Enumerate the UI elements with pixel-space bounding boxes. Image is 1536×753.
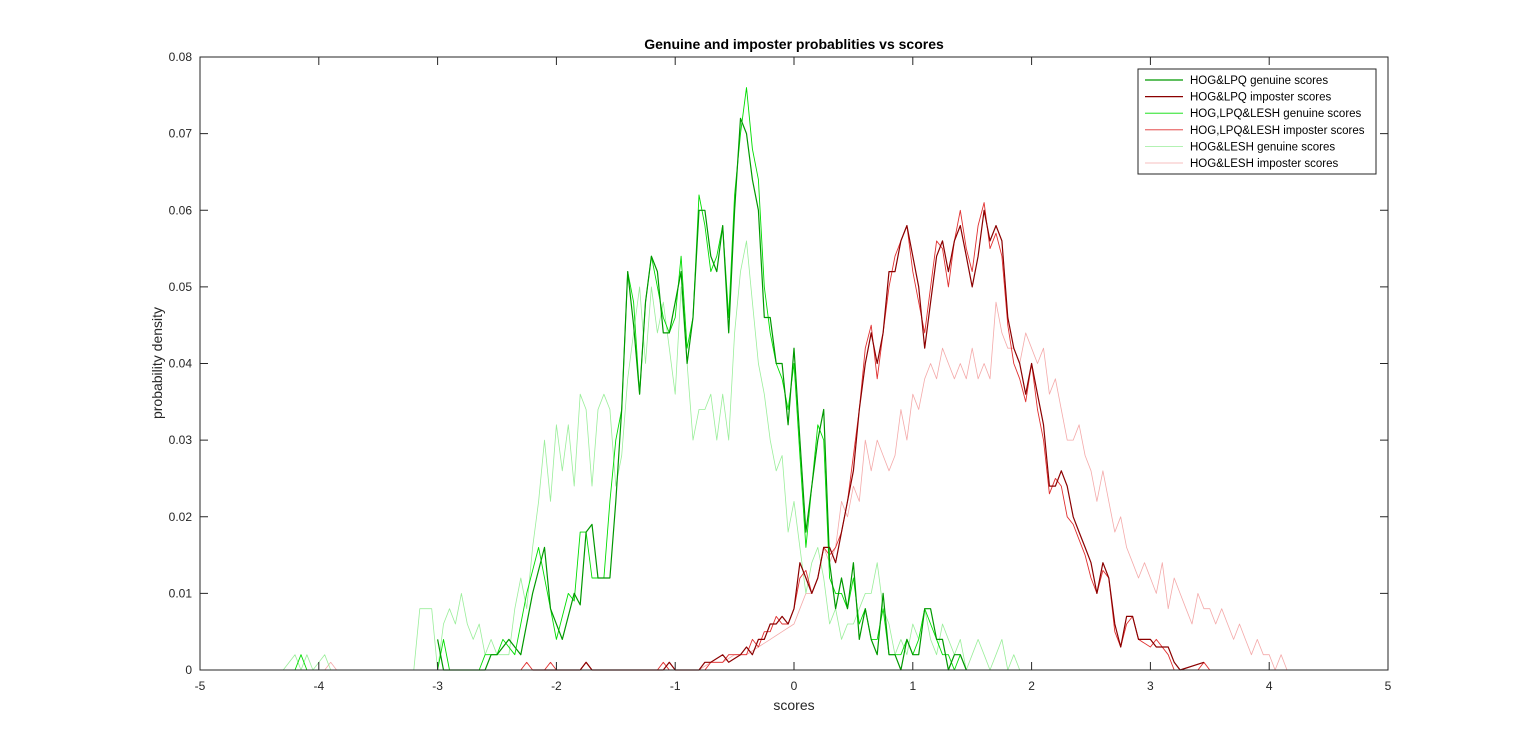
legend-entry: HOG&LESH genuine scores (1190, 141, 1335, 153)
tick-layer: -5 -4 -3 -2 -1 0 1 2 3 4 5 0 0.01 0.02 0.03 0.04 0.05 0.0… (169, 50, 1392, 693)
x-tick-label: -2 (551, 679, 562, 693)
y-tick-label: 0.08 (169, 50, 193, 64)
y-tick-label: 0.07 (169, 127, 193, 141)
y-tick-label: 0.03 (169, 433, 193, 447)
legend-entry: HOG,LPQ&LESH imposter scores (1190, 125, 1365, 137)
series-line-1 (437, 117, 967, 671)
legend-entry: HOG,LPQ&LESH genuine scores (1190, 108, 1362, 120)
x-tick-label: 5 (1385, 679, 1392, 693)
legend: HOG&LPQ genuine scores HOG&LPQ imposter s… (1137, 68, 1377, 175)
legend-box (1137, 68, 1377, 175)
legend-entry: HOG&LESH imposter scores (1190, 158, 1339, 170)
x-axis-label: scores (773, 697, 814, 713)
y-axis-label: probability density (149, 307, 165, 419)
legend-entry: HOG&LPQ imposter scores (1190, 92, 1331, 104)
x-tick-label: -1 (670, 679, 681, 693)
series-line-5 (282, 240, 1021, 671)
x-tick-label: 3 (1147, 679, 1154, 693)
legend-entry: HOG&LPQ genuine scores (1190, 75, 1328, 87)
series-line-6 (295, 301, 1365, 671)
y-tick-label: 0.01 (169, 586, 193, 600)
series-layer (282, 87, 1365, 671)
y-tick-label: 0.05 (169, 280, 193, 294)
x-tick-label: -3 (432, 679, 443, 693)
x-tick-label: -4 (313, 679, 324, 693)
x-tick-label: 4 (1266, 679, 1273, 693)
x-tick-label: 1 (909, 679, 916, 693)
y-tick-label: 0.04 (169, 357, 193, 371)
y-tick-label: 0.06 (169, 203, 193, 217)
x-tick-label: 0 (791, 679, 798, 693)
x-tick-label: 2 (1028, 679, 1035, 693)
x-tick-label: -5 (195, 679, 206, 693)
y-tick-label: 0.02 (169, 510, 193, 524)
series-line-4 (520, 202, 1211, 671)
y-tick-label: 0 (185, 663, 192, 677)
chart-title: Genuine and imposter probablities vs sco… (644, 36, 944, 52)
series-line-2 (532, 209, 1205, 671)
